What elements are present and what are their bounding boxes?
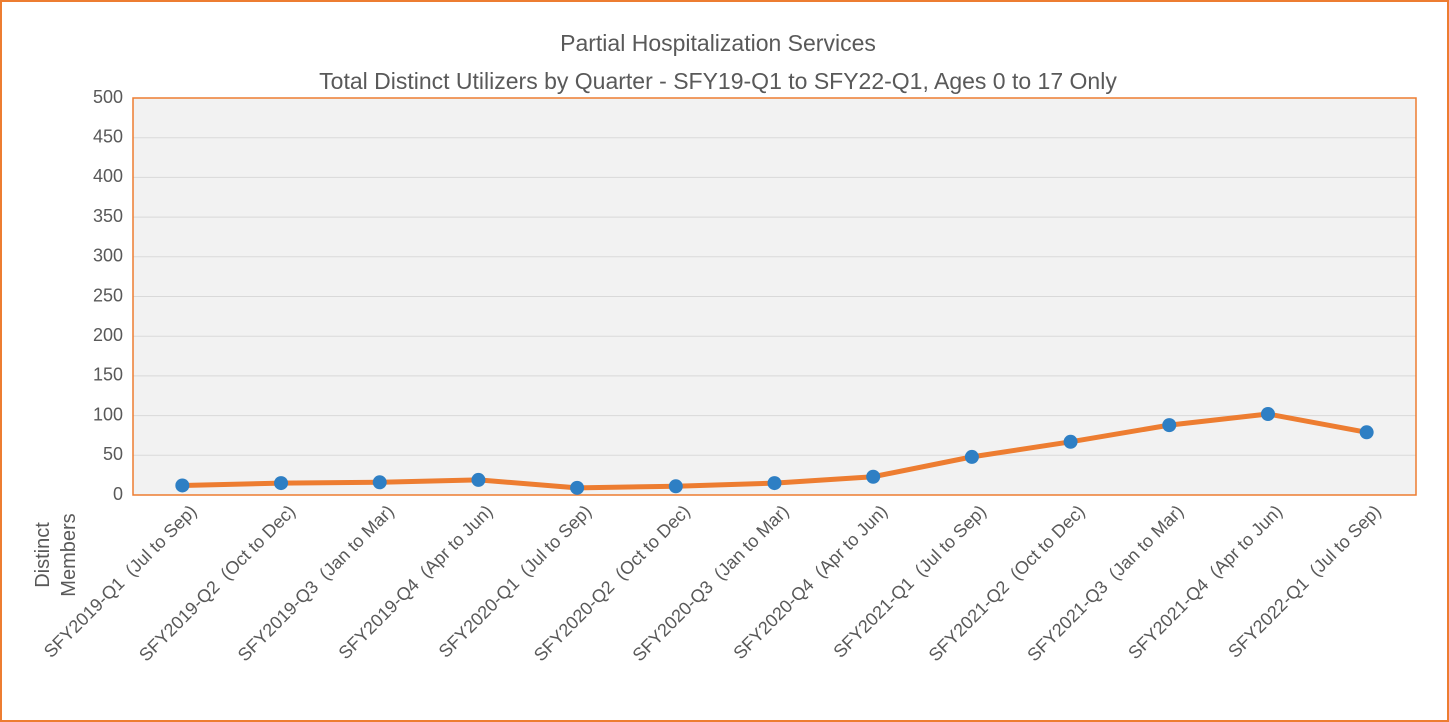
data-point — [1063, 434, 1078, 449]
plot-border — [132, 97, 1417, 496]
data-point — [767, 476, 782, 491]
y-tick-label: 350 — [93, 206, 123, 226]
x-tick-label: SFY2021-Q2 (Oct to Dec) — [925, 501, 1089, 665]
y-tick-label: 500 — [93, 87, 123, 107]
x-tick-label: SFY2020-Q2 (Oct to Dec) — [530, 501, 694, 665]
x-tick-label: SFY2020-Q3 (Jan to Mar) — [629, 501, 793, 665]
chart-subtitle: Total Distinct Utilizers by Quarter - SF… — [319, 68, 1117, 94]
data-point — [1162, 418, 1177, 433]
x-tick-label: SFY2021-Q3 (Jan to Mar) — [1023, 501, 1187, 665]
data-point — [1260, 407, 1275, 422]
y-tick-label: 0 — [113, 484, 123, 504]
x-tick-label: SFY2019-Q2 (Oct to Dec) — [135, 501, 299, 665]
y-tick-label: 100 — [93, 404, 123, 424]
data-point — [1359, 425, 1374, 440]
y-tick-label: 250 — [93, 285, 123, 305]
y-axis-label: Distinct Members — [32, 513, 80, 597]
data-point — [372, 475, 387, 490]
data-point — [274, 476, 289, 491]
data-point — [668, 479, 683, 494]
y-tick-label: 50 — [103, 444, 123, 464]
data-point — [570, 480, 585, 495]
data-point — [175, 478, 190, 493]
x-tick-label: SFY2019-Q3 (Jan to Mar) — [234, 501, 398, 665]
y-tick-label: 300 — [93, 246, 123, 266]
data-point — [866, 469, 881, 484]
data-point — [964, 449, 979, 464]
y-tick-label: 150 — [93, 365, 123, 385]
chart-title: Partial Hospitalization Services — [560, 30, 876, 56]
y-tick-label: 450 — [93, 126, 123, 146]
y-tick-label: 400 — [93, 166, 123, 186]
data-point — [471, 472, 486, 487]
y-tick-label: 200 — [93, 325, 123, 345]
